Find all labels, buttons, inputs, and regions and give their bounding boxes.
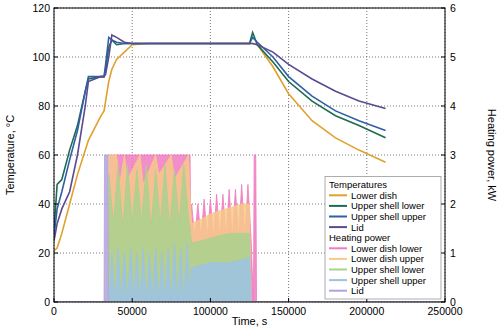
y-tick [54, 302, 58, 303]
legend-label: Lower dish [351, 190, 397, 201]
y2-tick [441, 106, 445, 107]
y2-tick-label: 5 [450, 51, 456, 63]
y2-axis-label: Heating power, kW [486, 109, 498, 202]
legend-label: Upper shell upper [351, 211, 426, 222]
legend-swatch [329, 269, 347, 271]
y2-tick-label: 4 [450, 100, 456, 112]
legend-swatch [329, 279, 347, 281]
x-tick [132, 298, 133, 302]
y2-tick [441, 204, 445, 205]
y-tick-label: 120 [32, 2, 50, 14]
y2-tick [441, 253, 445, 254]
x-axis-label: Time, s [232, 315, 268, 327]
legend-box [325, 176, 441, 299]
legend-label: Upper shell lower [351, 200, 424, 211]
y2-tick [441, 8, 445, 9]
y-tick [54, 253, 58, 254]
y-grid [54, 106, 445, 107]
x-tick [54, 298, 55, 302]
y-grid [54, 57, 445, 58]
chart: 0500001000001500002000002500000204060801… [0, 0, 500, 332]
y-tick-label: 20 [38, 247, 50, 259]
y2-tick-label: 2 [450, 198, 456, 210]
legend-label: Upper shell lower [351, 264, 424, 275]
y-tick-label: 100 [32, 51, 50, 63]
x-tick-label: 100000 [193, 305, 228, 317]
legend-label: Lid [351, 285, 364, 296]
legend-swatch [329, 216, 347, 218]
legend-swatch [329, 226, 347, 228]
power-area [54, 165, 445, 302]
legend-label: Lid [351, 222, 364, 233]
x-tick-label: 250000 [427, 305, 462, 317]
legend-title: Heating power [329, 232, 390, 243]
legend-swatch [329, 194, 347, 196]
y-tick [54, 106, 58, 107]
y-tick-label: 40 [38, 198, 50, 210]
y2-tick [441, 155, 445, 156]
y2-tick-label: 6 [450, 2, 456, 14]
x-tick-label: 0 [51, 305, 57, 317]
x-tick-label: 50000 [118, 305, 147, 317]
legend-swatch [329, 247, 347, 249]
power-area [54, 155, 445, 302]
legend-swatch [329, 205, 347, 207]
x-tick [210, 298, 211, 302]
y-tick [54, 204, 58, 205]
power-area [54, 155, 445, 302]
power-area [54, 155, 445, 302]
legend-label: Lower dish lower [351, 243, 422, 254]
y2-tick-label: 0 [450, 296, 456, 308]
y2-tick-label: 3 [450, 149, 456, 161]
frame [54, 8, 445, 302]
x-tick [445, 298, 446, 302]
legend-swatch [329, 258, 347, 260]
y-tick-label: 60 [38, 149, 50, 161]
y2-tick [441, 57, 445, 58]
x-tick-label: 150000 [271, 305, 306, 317]
y2-tick-label: 1 [450, 247, 456, 259]
x-tick [288, 298, 289, 302]
y2-tick [441, 302, 445, 303]
legend-title: Temperatures [329, 179, 387, 190]
y-tick-label: 0 [44, 296, 50, 308]
legend-swatch [329, 290, 347, 292]
y-tick [54, 8, 58, 9]
temperature-line [54, 37, 386, 235]
y-tick [54, 57, 58, 58]
legend-label: Upper shell upper [351, 275, 426, 286]
legend-label: Lower dish upper [351, 253, 424, 264]
x-tick-label: 200000 [349, 305, 384, 317]
y-axis-label: Temperature, °C [4, 115, 16, 195]
plot-area [54, 33, 445, 303]
y-tick [54, 155, 58, 156]
y-tick-label: 80 [38, 100, 50, 112]
